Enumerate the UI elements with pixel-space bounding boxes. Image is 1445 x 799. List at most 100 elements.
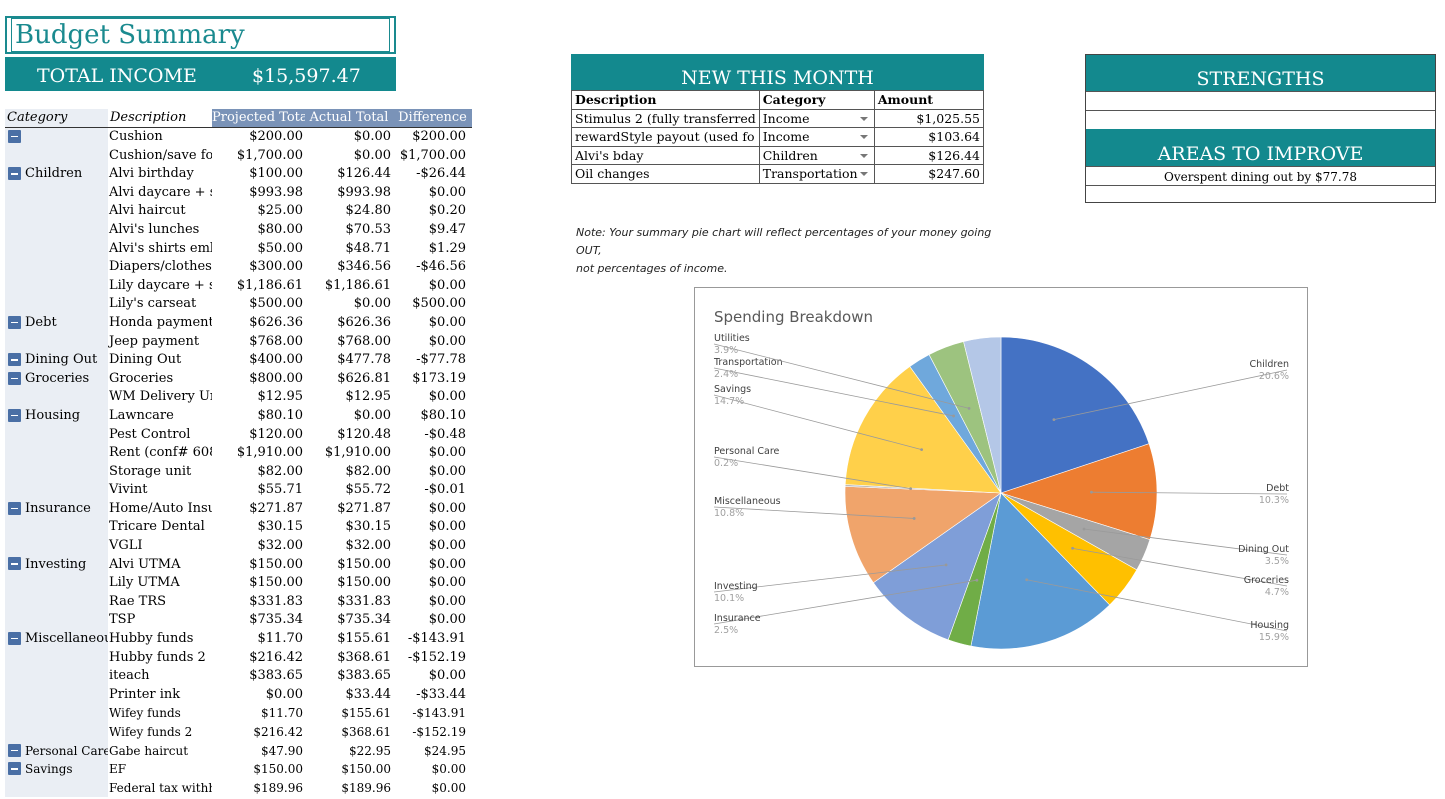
category-cell[interactable] xyxy=(5,462,108,482)
description-cell[interactable]: Gabe haircut xyxy=(109,743,189,758)
projected-cell[interactable]: $47.90 xyxy=(261,743,303,758)
projected-cell[interactable]: $200.00 xyxy=(249,129,303,144)
actual-cell[interactable]: $155.61 xyxy=(341,706,391,721)
category-cell[interactable] xyxy=(5,276,108,296)
description-cell[interactable]: Cushion/save fo xyxy=(109,147,212,163)
projected-cell[interactable]: $768.00 xyxy=(249,333,303,349)
difference-cell[interactable]: $500.00 xyxy=(412,296,466,312)
projected-cell[interactable]: $32.00 xyxy=(257,538,304,554)
ntm-amount-cell[interactable]: $126.44 xyxy=(873,145,985,165)
projected-cell[interactable]: $300.00 xyxy=(249,259,303,275)
projected-cell[interactable]: $55.71 xyxy=(257,482,304,498)
category-cell[interactable]: Housing xyxy=(5,406,108,426)
category-cell[interactable]: Groceries xyxy=(5,369,108,389)
description-cell[interactable]: Lily UTMA xyxy=(109,575,180,591)
difference-cell[interactable]: $9.47 xyxy=(428,221,466,237)
category-cell[interactable] xyxy=(5,648,108,668)
dropdown-arrow-icon[interactable] xyxy=(859,116,868,121)
difference-cell[interactable]: $1.29 xyxy=(428,240,466,256)
description-cell[interactable]: VGLI xyxy=(109,538,143,554)
ntm-header-description[interactable]: Description xyxy=(571,90,760,110)
actual-cell[interactable]: $30.15 xyxy=(345,519,392,535)
projected-cell[interactable]: $216.42 xyxy=(253,725,303,739)
projected-cell[interactable]: $100.00 xyxy=(249,166,303,182)
dropdown-arrow-icon[interactable] xyxy=(859,172,868,176)
actual-cell[interactable]: $22.95 xyxy=(349,743,391,758)
difference-cell[interactable]: $0.00 xyxy=(431,780,466,795)
ntm-category-dropdown[interactable]: Children xyxy=(758,145,875,165)
description-cell[interactable]: WM Delivery Unl xyxy=(109,389,212,405)
category-cell[interactable] xyxy=(5,388,108,407)
projected-cell[interactable]: $11.70 xyxy=(261,706,303,721)
projected-cell[interactable]: $400.00 xyxy=(249,352,303,368)
projected-cell[interactable]: $993.98 xyxy=(249,184,303,200)
projected-cell[interactable]: $25.00 xyxy=(257,203,304,219)
actual-cell[interactable]: $82.00 xyxy=(345,463,392,479)
category-cell[interactable] xyxy=(5,481,108,500)
difference-cell[interactable]: -$143.91 xyxy=(407,631,466,647)
actual-cell[interactable]: $368.61 xyxy=(337,649,391,665)
difference-cell[interactable]: $0.00 xyxy=(428,519,466,535)
pie-slice-investing[interactable] xyxy=(872,492,1002,641)
actual-cell[interactable]: $626.81 xyxy=(337,370,391,386)
difference-cell[interactable]: $0.00 xyxy=(428,314,466,330)
category-cell[interactable] xyxy=(5,611,108,631)
actual-cell[interactable]: $0.00 xyxy=(353,147,391,163)
collapse-group-icon[interactable] xyxy=(8,315,21,329)
pie-slice-debt[interactable] xyxy=(1000,443,1158,540)
collapse-group-icon[interactable] xyxy=(8,352,21,366)
actual-cell[interactable]: $33.44 xyxy=(345,686,392,702)
difference-cell[interactable]: -$33.44 xyxy=(416,686,466,702)
projected-cell[interactable]: $216.42 xyxy=(249,649,303,665)
category-cell[interactable] xyxy=(5,592,108,612)
category-cell[interactable] xyxy=(5,202,108,221)
description-cell[interactable]: Rae TRS xyxy=(109,593,167,609)
description-cell[interactable]: Lily's carseat xyxy=(109,296,197,312)
category-cell[interactable] xyxy=(5,723,108,742)
actual-cell[interactable]: $0.00 xyxy=(353,129,391,144)
projected-cell[interactable]: $800.00 xyxy=(249,370,303,386)
ntm-category-dropdown[interactable]: Transportation xyxy=(758,164,875,184)
projected-cell[interactable]: $50.00 xyxy=(257,240,304,256)
category-cell[interactable] xyxy=(5,146,108,166)
category-cell[interactable] xyxy=(5,704,108,723)
description-cell[interactable]: Federal tax withhol xyxy=(109,780,212,795)
actual-cell[interactable]: $12.95 xyxy=(345,389,392,405)
projected-cell[interactable]: $150.00 xyxy=(249,575,303,591)
areas-to-improve-item[interactable]: Overspent dining out by $77.78 xyxy=(1164,170,1357,184)
projected-cell[interactable]: $1,910.00 xyxy=(236,445,303,461)
projected-cell[interactable]: $150.00 xyxy=(249,556,303,572)
description-cell[interactable]: Hubby funds xyxy=(109,631,194,647)
category-cell[interactable] xyxy=(5,574,108,593)
category-cell[interactable]: Children xyxy=(5,165,108,184)
ntm-header-category[interactable]: Category xyxy=(758,90,875,110)
actual-cell[interactable]: $1,186.61 xyxy=(324,277,391,293)
difference-cell[interactable]: $0.20 xyxy=(428,203,466,219)
actual-cell[interactable]: $626.36 xyxy=(337,314,391,330)
pie-slice-miscellaneous[interactable] xyxy=(844,486,1002,584)
difference-cell[interactable]: $0.00 xyxy=(428,593,466,609)
category-cell[interactable] xyxy=(5,239,108,259)
description-cell[interactable]: Cushion xyxy=(109,129,163,144)
ntm-amount-cell[interactable]: $103.64 xyxy=(873,127,985,147)
difference-cell[interactable]: $1,700.00 xyxy=(399,147,466,163)
actual-cell[interactable]: $383.65 xyxy=(337,668,391,684)
category-cell[interactable]: Miscellaneou xyxy=(5,630,108,649)
dropdown-arrow-icon[interactable] xyxy=(859,135,868,139)
category-cell[interactable] xyxy=(5,295,108,314)
pie-slice-savings[interactable] xyxy=(844,366,1002,494)
category-cell[interactable] xyxy=(5,332,108,352)
collapse-group-icon[interactable] xyxy=(8,501,21,515)
category-cell[interactable]: Dining Out xyxy=(5,351,108,370)
description-cell[interactable]: Lawncare xyxy=(109,407,174,423)
projected-cell[interactable]: $735.34 xyxy=(249,612,303,628)
description-cell[interactable]: Alvi's shirts emb xyxy=(109,240,212,256)
description-cell[interactable]: Home/Auto Insu xyxy=(109,500,212,516)
projected-cell[interactable]: $383.65 xyxy=(249,668,303,684)
description-cell[interactable]: Vivint xyxy=(109,482,148,498)
description-cell[interactable]: Tricare Dental xyxy=(109,519,205,535)
category-cell[interactable] xyxy=(5,518,108,538)
description-cell[interactable]: Diapers/clothes, xyxy=(109,259,212,275)
difference-cell[interactable]: -$26.44 xyxy=(416,166,466,182)
difference-cell[interactable]: -$0.01 xyxy=(424,482,466,498)
